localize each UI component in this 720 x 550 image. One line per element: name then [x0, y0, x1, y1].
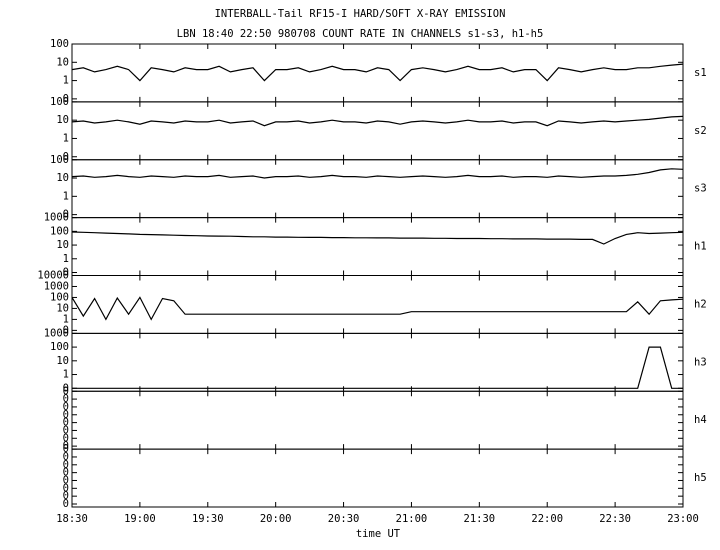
x-tick-label: 21:30 [464, 513, 496, 525]
y-tick-label: 0 [63, 490, 69, 502]
series-line [71, 168, 684, 179]
y-tick-label: 0 [63, 498, 69, 510]
y-tick-label: 10 [56, 172, 69, 184]
panel-name: s1 [694, 67, 707, 79]
panel-frame [71, 217, 684, 276]
y-tick-label: 0 [63, 432, 69, 444]
chart-subtitle: LBN 18:40 22:50 980708 COUNT RATE IN CHA… [177, 28, 544, 40]
series-line [71, 63, 684, 82]
y-tick-label: 0 [63, 209, 69, 221]
panel-frame [71, 275, 684, 334]
y-tick-label: 1000 [44, 327, 69, 339]
y-tick-label: 10 [56, 56, 69, 68]
y-tick-label: 0 [63, 474, 69, 486]
y-tick-label: 100 [50, 96, 69, 108]
y-tick-label: 100 [50, 225, 69, 237]
y-tick-label: 10 [56, 114, 69, 126]
y-tick-label: 0 [63, 385, 69, 397]
x-axis-label: time UT [356, 528, 401, 540]
y-tick-label: 10 [56, 355, 69, 367]
y-tick-label: 1 [63, 253, 69, 265]
series-line [71, 296, 684, 321]
y-tick-label: 10 [56, 239, 69, 251]
y-tick-label: 0 [63, 93, 69, 105]
x-tick-label: 18:30 [56, 513, 88, 525]
y-tick-label: 0 [63, 151, 69, 163]
x-tick-label: 22:30 [599, 513, 631, 525]
y-tick-label: 10 [56, 302, 69, 314]
y-tick-label: 100 [50, 291, 69, 303]
panel-name: h1 [694, 241, 707, 253]
y-tick-label: 0 [63, 424, 69, 436]
y-tick-label: 1 [63, 313, 69, 325]
y-tick-label: 100 [50, 154, 69, 166]
y-tick-label: 0 [63, 324, 69, 336]
panel-name: h3 [694, 356, 707, 368]
x-tick-label: 20:00 [260, 513, 292, 525]
panel-frame [71, 448, 684, 508]
panel-name: h5 [694, 472, 707, 484]
y-tick-label: 0 [63, 459, 69, 471]
x-tick-label: 20:30 [328, 513, 360, 525]
y-tick-label: 10000 [37, 270, 69, 282]
y-tick-label: 0 [63, 451, 69, 463]
y-tick-label: 100 [50, 341, 69, 353]
panel-frame [71, 332, 684, 392]
y-tick-label: 0 [63, 482, 69, 494]
y-tick-label: 1 [63, 75, 69, 87]
y-tick-label: 1 [63, 190, 69, 202]
series-line [72, 346, 683, 389]
x-tick-label: 19:00 [124, 513, 156, 525]
y-tick-label: 0 [63, 401, 69, 413]
panel-name: s3 [694, 183, 707, 195]
y-tick-label: 1000 [44, 280, 69, 292]
y-tick-label: 0 [63, 382, 69, 394]
y-tick-label: 0 [63, 267, 69, 279]
x-tick-label: 19:30 [192, 513, 224, 525]
y-tick-label: 0 [63, 443, 69, 455]
x-tick-label: 21:00 [396, 513, 428, 525]
y-tick-label: 0 [63, 440, 69, 452]
y-tick-label: 0 [63, 467, 69, 479]
y-tick-label: 100 [50, 38, 69, 50]
series-line [71, 231, 684, 245]
y-tick-label: 0 [63, 393, 69, 405]
y-tick-label: 1000 [44, 212, 69, 224]
chart-title: INTERBALL-Tail RF15-I HARD/SOFT X-RAY EM… [215, 8, 506, 20]
x-tick-label: 23:00 [667, 513, 699, 525]
panel-frame [71, 390, 684, 450]
panel-frame [71, 101, 684, 161]
y-tick-label: 0 [63, 409, 69, 421]
panel-frame [71, 159, 684, 219]
x-tick-label: 22:00 [531, 513, 563, 525]
panel-name: h2 [694, 298, 707, 310]
series-line [71, 115, 684, 127]
panel-frame [71, 43, 684, 103]
y-tick-label: 0 [63, 417, 69, 429]
y-tick-label: 1 [63, 132, 69, 144]
panel-name: s2 [694, 125, 707, 137]
panel-name: h4 [694, 414, 707, 426]
y-tick-label: 1 [63, 369, 69, 381]
